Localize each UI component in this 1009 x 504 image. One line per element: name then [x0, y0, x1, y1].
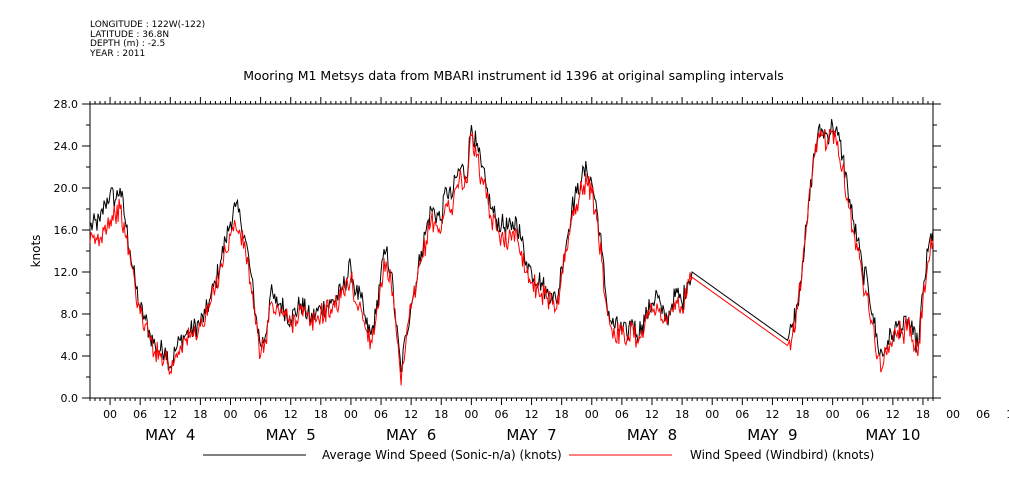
x-hour-label: 06 — [254, 408, 268, 421]
x-hour-label: 00 — [224, 408, 238, 421]
x-hour-label: 06 — [976, 408, 990, 421]
x-hour-label: 00 — [705, 408, 719, 421]
y-tick-label: 24.0 — [54, 140, 79, 153]
y-tick-label: 0.0 — [61, 392, 79, 405]
legend-label-windbird: Wind Speed (Windbird) (knots) — [690, 448, 874, 462]
x-hour-label: 18 — [193, 408, 207, 421]
y-tick-label: 12.0 — [54, 266, 79, 279]
year-label: YEAR : 2011 — [90, 48, 146, 59]
x-hour-label: 12 — [645, 408, 659, 421]
x-hour-label: 00 — [344, 408, 358, 421]
series-line-sonic — [89, 119, 934, 373]
x-hour-label: 18 — [796, 408, 810, 421]
y-axis-label: knots — [29, 235, 43, 268]
y-tick-label: 4.0 — [61, 350, 79, 363]
x-hour-label: 06 — [494, 408, 508, 421]
y-tick-label: 8.0 — [61, 308, 79, 321]
x-hour-label: 18 — [434, 408, 448, 421]
x-hour-label: 18 — [675, 408, 689, 421]
x-hour-label: 00 — [946, 408, 960, 421]
x-day-label: MAY 5 — [266, 426, 316, 444]
x-hour-label: 00 — [464, 408, 478, 421]
x-axis: 00 06 12 18 00 06 12 18 00 06 12 18 00 06 12 18 00 06 12 18… — [89, 97, 1009, 444]
x-hour-label: 06 — [735, 408, 749, 421]
plot-frame — [89, 103, 934, 399]
x-hour-label: 06 — [615, 408, 629, 421]
x-hour-label: 00 — [826, 408, 840, 421]
legend: Average Wind Speed (Sonic-n/a) (knots) Wi… — [203, 448, 874, 462]
x-hour-label: 12 — [1006, 408, 1009, 421]
y-axis: 0.0 4.0 8.0 12.0 16.0 20.0 24.0 28.0 — [54, 98, 941, 405]
y-tick-label: 16.0 — [54, 224, 79, 237]
longitude-label: LONGITUDE : 122W(-122) — [90, 20, 206, 30]
x-hour-label: 12 — [765, 408, 779, 421]
x-day-label: MAY 6 — [386, 426, 436, 444]
x-day-label: MAY 4 — [145, 426, 195, 444]
chart-title: Mooring M1 Metsys data from MBARI instru… — [243, 68, 784, 83]
x-hour-label: 06 — [374, 408, 388, 421]
x-hour-label: 12 — [525, 408, 539, 421]
x-hour-label: 12 — [886, 408, 900, 421]
depth-label: DEPTH (m) : -2.5 — [90, 39, 166, 49]
legend-label-sonic: Average Wind Speed (Sonic-n/a) (knots) — [322, 448, 562, 462]
x-hour-label: 18 — [555, 408, 569, 421]
x-hour-label: 00 — [585, 408, 599, 421]
metadata-block: LONGITUDE : 122W(-122) LATITUDE : 36.8N … — [90, 20, 206, 59]
x-hour-label: 12 — [404, 408, 418, 421]
y-tick-label: 20.0 — [54, 182, 79, 195]
latitude-label: LATITUDE : 36.8N — [90, 29, 170, 40]
x-day-label: MAY 9 — [747, 426, 797, 444]
x-day-label: MAY 8 — [627, 426, 677, 444]
x-day-label: MAY 7 — [506, 426, 556, 444]
series-group — [89, 119, 934, 386]
x-hour-label: 00 — [103, 408, 117, 421]
y-tick-label: 28.0 — [54, 98, 79, 111]
x-day-label: MAY 10 — [865, 426, 920, 444]
x-hour-label: 12 — [163, 408, 177, 421]
series-line-windbird — [89, 128, 934, 386]
x-hour-label: 06 — [856, 408, 870, 421]
x-hour-label: 06 — [133, 408, 147, 421]
x-hour-label: 18 — [314, 408, 328, 421]
x-hour-label: 12 — [284, 408, 298, 421]
x-hour-label: 18 — [916, 408, 930, 421]
